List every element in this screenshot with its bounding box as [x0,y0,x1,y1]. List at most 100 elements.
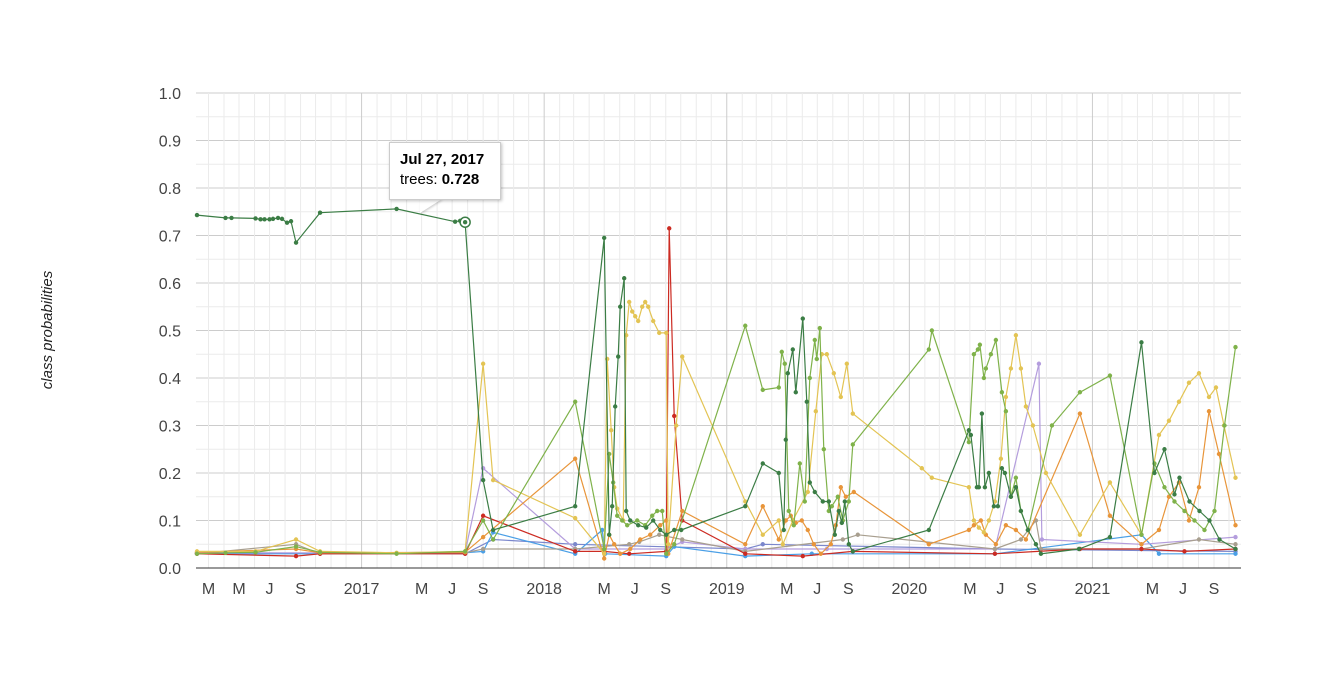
data-point[interactable] [1139,340,1144,345]
data-point[interactable] [638,537,643,542]
data-point[interactable] [1038,546,1044,552]
data-point[interactable] [779,349,784,355]
data-point[interactable] [270,216,276,222]
data-point[interactable] [975,347,981,352]
data-point[interactable] [650,513,655,518]
data-point[interactable] [657,532,662,537]
data-point[interactable] [601,235,607,241]
data-point[interactable] [1077,411,1083,416]
data-point[interactable] [680,354,685,359]
data-point[interactable] [651,318,656,324]
data-point[interactable] [1049,423,1055,428]
data-point[interactable] [1206,409,1212,414]
data-point[interactable] [293,240,299,245]
data-point[interactable] [743,542,748,547]
data-point[interactable] [1023,537,1029,542]
data-point[interactable] [601,551,607,556]
data-point[interactable] [275,215,281,221]
data-point[interactable] [1187,499,1192,504]
data-point[interactable] [776,470,781,476]
data-point[interactable] [664,518,669,523]
data-point[interactable] [1023,404,1029,409]
data-point[interactable] [993,542,999,547]
data-point[interactable] [1013,527,1019,533]
data-point[interactable] [839,520,845,526]
data-point[interactable] [657,330,662,336]
data-point[interactable] [194,551,200,556]
data-point[interactable] [628,546,633,552]
data-point[interactable] [813,409,818,414]
data-point[interactable] [824,546,830,552]
data-point[interactable] [572,399,578,404]
data-point[interactable] [824,352,830,357]
data-point[interactable] [1196,537,1202,542]
data-point[interactable] [1077,390,1083,395]
data-point[interactable] [664,330,669,336]
data-point[interactable] [790,347,795,352]
data-point[interactable] [279,216,285,222]
data-point[interactable] [480,518,486,523]
data-point[interactable] [976,485,982,490]
data-point[interactable] [1002,470,1008,476]
data-point[interactable] [966,527,972,533]
data-point[interactable] [782,361,787,366]
data-point[interactable] [651,518,656,523]
data-point[interactable] [1139,532,1144,537]
data-point[interactable] [267,217,272,222]
data-point[interactable] [640,304,645,309]
data-point[interactable] [979,411,985,416]
data-point[interactable] [971,523,977,528]
data-point[interactable] [800,316,805,321]
data-point[interactable] [490,527,496,533]
data-point[interactable] [776,537,781,542]
data-point[interactable] [627,542,632,547]
data-point[interactable] [844,361,850,366]
data-point[interactable] [743,551,748,556]
data-point[interactable] [829,504,835,509]
data-point[interactable] [643,299,648,305]
data-point[interactable] [664,532,669,537]
data-point[interactable] [1233,523,1238,528]
data-point[interactable] [992,546,998,552]
data-point[interactable] [1013,485,1019,490]
data-point[interactable] [1233,546,1238,552]
data-point[interactable] [1139,546,1144,552]
data-point[interactable] [667,226,672,231]
data-point[interactable] [828,542,834,547]
data-point[interactable] [660,508,665,514]
data-point[interactable] [986,518,992,523]
data-point[interactable] [1156,527,1162,533]
data-point[interactable] [1176,399,1182,404]
data-point[interactable] [966,485,972,490]
data-point[interactable] [253,550,258,555]
data-point[interactable] [606,532,612,537]
data-point[interactable] [1003,523,1009,528]
data-point[interactable] [1107,373,1113,378]
data-point[interactable] [983,366,989,371]
data-point[interactable] [797,461,802,466]
data-point[interactable] [1018,508,1024,514]
data-point[interactable] [601,556,607,561]
data-point[interactable] [818,551,823,556]
data-point[interactable] [966,439,972,445]
data-point[interactable] [838,485,844,490]
data-point[interactable] [988,352,994,357]
data-point[interactable] [1233,542,1238,547]
data-point[interactable] [666,542,671,547]
data-point[interactable] [625,523,630,528]
data-point[interactable] [981,530,987,535]
data-point[interactable] [840,537,846,542]
data-point[interactable] [978,518,984,523]
data-point[interactable] [633,314,638,319]
data-point[interactable] [293,544,299,549]
data-point[interactable] [838,394,844,400]
data-point[interactable] [1162,485,1167,490]
data-point[interactable] [1003,409,1009,414]
data-point[interactable] [674,423,679,428]
data-point[interactable] [616,354,621,359]
data-point[interactable] [1233,344,1238,350]
data-point[interactable] [608,428,614,433]
data-point[interactable] [855,532,861,537]
data-point[interactable] [1033,542,1039,547]
data-point[interactable] [743,323,748,328]
